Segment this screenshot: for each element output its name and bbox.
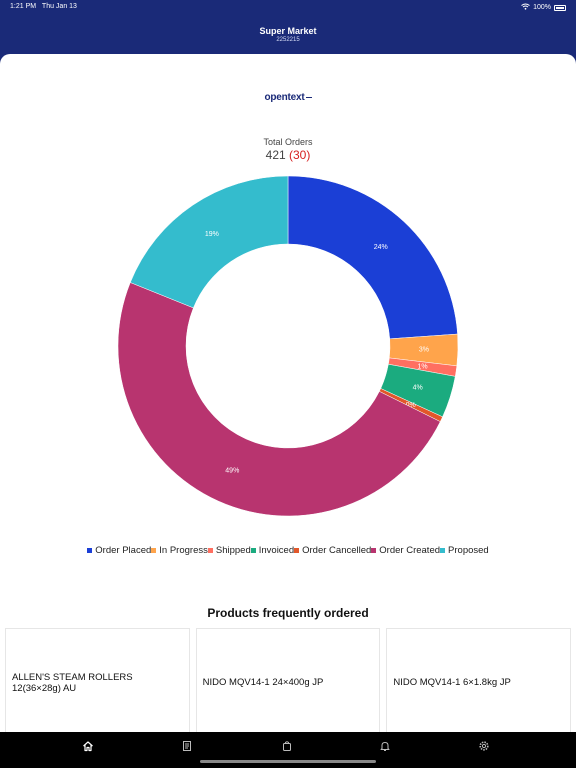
tab-bar <box>0 732 576 768</box>
status-time: 1:21 PM Thu Jan 13 <box>10 3 77 10</box>
legend-swatch <box>371 548 377 553</box>
legend-swatch <box>294 548 300 553</box>
legend-item[interactable]: Order Created <box>371 545 440 556</box>
legend-label: Shipped <box>215 545 251 556</box>
legend-label: Invoiced <box>258 545 295 556</box>
wifi-icon <box>521 3 530 12</box>
store-id: 2252215 <box>276 37 300 43</box>
orders-icon[interactable] <box>280 739 294 753</box>
donut-slice-proposed[interactable] <box>129 175 289 309</box>
home-icon[interactable] <box>81 739 95 753</box>
opentext-logo: opentext <box>0 92 576 103</box>
total-orders-value: 421 (30) <box>0 148 576 162</box>
legend-swatch <box>440 548 446 553</box>
total-count: 421 <box>265 148 286 162</box>
donut-slice-order-placed[interactable] <box>287 175 458 340</box>
slice-percent-label: 0% <box>406 402 416 409</box>
dashboard-sheet: opentext Total Orders 421 (30) 24% 3% 1% 4%… <box>0 54 576 732</box>
total-orders: Total Orders 421 (30) <box>0 137 576 162</box>
legend-label: Proposed <box>448 545 489 556</box>
notifications-icon[interactable] <box>378 739 392 753</box>
battery-icon <box>554 4 566 11</box>
legend-item[interactable]: Shipped <box>207 545 251 556</box>
slice-percent-label: 3% <box>419 347 429 354</box>
product-card[interactable]: NIDO MQV14-1 6×1.8kg JP <box>386 628 572 732</box>
settings-icon[interactable] <box>477 739 491 753</box>
product-cards: ALLEN'S STEAM ROLLERS 12(36×28g) AU NIDO… <box>5 628 572 732</box>
legend-label: Order Cancelled <box>302 545 372 556</box>
app-header: Super Market 2252215 <box>0 14 576 54</box>
legend-item[interactable]: Order Cancelled <box>294 545 371 556</box>
legend-swatch <box>207 548 213 553</box>
battery-percent: 100% <box>533 4 551 11</box>
legend-item[interactable]: Invoiced <box>250 545 295 556</box>
store-name: Super Market <box>259 26 317 36</box>
new-orders-count: (30) <box>289 148 311 162</box>
legend-swatch <box>250 548 256 553</box>
catalog-icon[interactable] <box>180 739 194 753</box>
product-name: NIDO MQV14-1 24×400g JP <box>202 677 324 689</box>
legend-item[interactable]: Proposed <box>440 545 489 556</box>
legend-label: In Progress <box>159 545 208 556</box>
product-name: ALLEN'S STEAM ROLLERS 12(36×28g) AU <box>12 671 133 694</box>
products-section-title: Products frequently ordered <box>207 606 369 620</box>
slice-percent-label: 19% <box>205 231 219 238</box>
status-bar: 1:21 PM Thu Jan 13 100% <box>0 0 576 14</box>
legend-label: Order Created <box>379 545 441 556</box>
donut-slice-order-created[interactable] <box>117 282 441 517</box>
product-name: NIDO MQV14-1 6×1.8kg JP <box>393 677 511 689</box>
slice-percent-label: 49% <box>225 468 239 475</box>
status-indicators: 100% <box>521 3 566 12</box>
home-indicator <box>200 760 376 763</box>
legend-label: Order Placed <box>95 545 152 556</box>
slice-percent-label: 24% <box>374 244 388 251</box>
legend-item[interactable]: Order Placed <box>87 545 151 556</box>
slice-percent-label: 4% <box>413 384 423 391</box>
chart-legend: Order Placed In Progress Shipped Invoiced Or… <box>0 545 576 556</box>
order-status-donut-chart[interactable]: 24% 3% 1% 4% 0% 49% 19% <box>117 175 459 517</box>
legend-swatch <box>87 548 93 553</box>
total-orders-label: Total Orders <box>263 137 313 147</box>
product-card[interactable]: NIDO MQV14-1 24×400g JP <box>195 628 381 732</box>
legend-item[interactable]: In Progress <box>151 545 208 556</box>
product-card[interactable]: ALLEN'S STEAM ROLLERS 12(36×28g) AU <box>5 628 190 732</box>
legend-swatch <box>151 548 157 553</box>
slice-percent-label: 1% <box>417 364 427 371</box>
